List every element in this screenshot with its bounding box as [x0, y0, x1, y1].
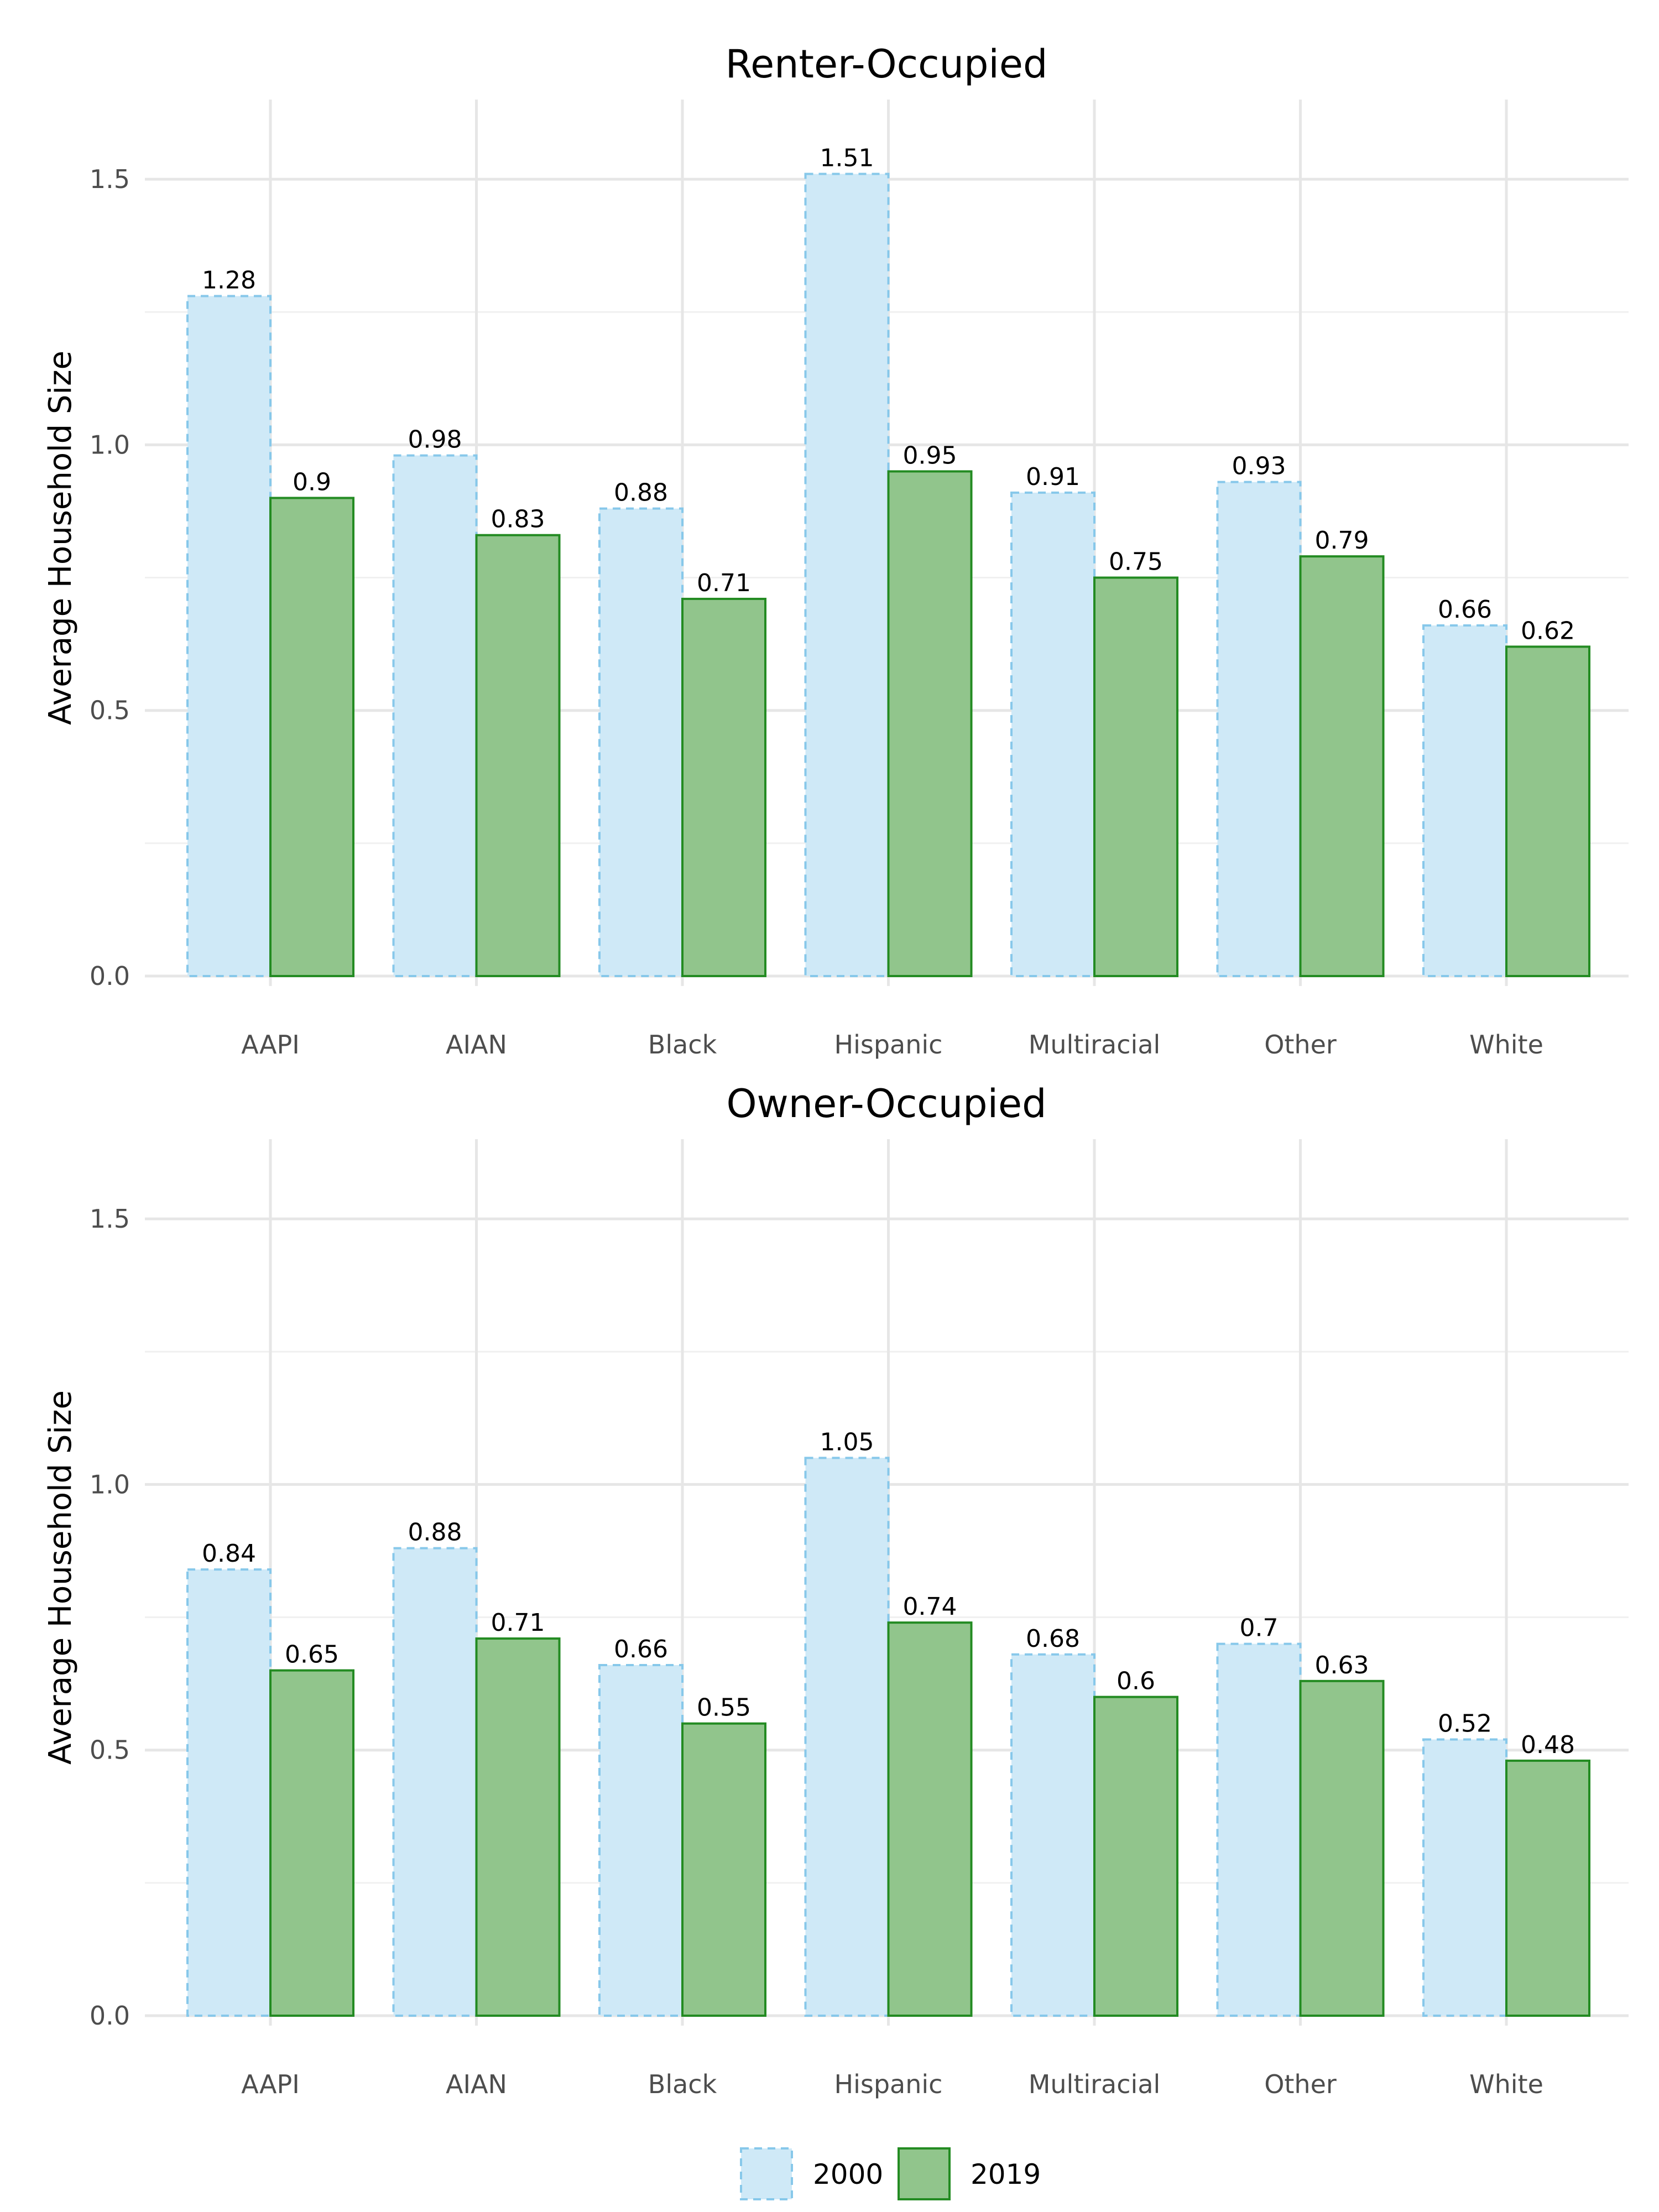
y-tick-label: 1.0 — [90, 1469, 130, 1499]
y-tick-label: 0.5 — [90, 696, 130, 726]
x-tick-label: Multiracial — [1029, 1030, 1161, 1060]
data-label-2000: 0.84 — [202, 1540, 256, 1568]
data-label-2000: 0.88 — [408, 1519, 462, 1547]
bar-2019 — [269, 1669, 354, 2017]
data-label-2019: 0.74 — [903, 1593, 957, 1621]
x-tick-label: AIAN — [446, 1030, 507, 1060]
data-label-2019: 0.65 — [285, 1641, 339, 1669]
chart-panel: 0.0 0.5 1.0 1.5 AAPI AIAN Black Hispanic Multira… — [43, 41, 1629, 1060]
data-label-2019: 0.55 — [697, 1694, 751, 1722]
data-label-2000: 1.51 — [820, 144, 874, 172]
data-label-2000: 0.98 — [408, 426, 462, 454]
x-tick-label: Hispanic — [834, 2069, 943, 2099]
bar-2019 — [1299, 555, 1385, 977]
x-tick-label: AAPI — [241, 1030, 300, 1060]
bar-2000 — [1216, 481, 1302, 977]
data-label-2000: 1.28 — [202, 266, 256, 294]
bar-2000 — [1422, 1738, 1507, 2017]
y-tick-label: 0.0 — [90, 2001, 130, 2031]
bar-2019 — [1093, 1695, 1178, 2017]
y-axis-title: Average Household Size — [43, 1390, 79, 1765]
bar-2019 — [1505, 645, 1590, 977]
bar-2019 — [475, 1637, 561, 2017]
legend-label-2019: 2019 — [971, 2158, 1041, 2190]
data-label-2019: 0.71 — [491, 1609, 545, 1637]
data-label-2019: 0.62 — [1521, 617, 1575, 645]
data-label-2000: 0.66 — [1438, 596, 1492, 624]
data-label-2019: 0.48 — [1521, 1731, 1575, 1759]
y-tick-label: 0.0 — [90, 961, 130, 991]
data-label-2019: 0.79 — [1315, 526, 1369, 555]
legend-label-2000: 2000 — [813, 2158, 883, 2190]
bar-2000 — [1010, 491, 1095, 977]
data-label-2019: 0.83 — [491, 505, 545, 534]
bar-2019 — [1093, 576, 1178, 977]
x-tick-label: Other — [1264, 1030, 1337, 1060]
bar-2000 — [1422, 624, 1507, 977]
bar-2000 — [186, 1568, 272, 2017]
legend-key-2019 — [898, 2147, 951, 2200]
x-tick-label: Other — [1264, 2069, 1337, 2099]
x-tick-label: Black — [648, 2069, 717, 2099]
panel-title: Renter-Occupied — [726, 41, 1048, 87]
y-tick-label: 1.5 — [90, 164, 130, 194]
bar-2019 — [1299, 1679, 1385, 2017]
data-label-2000: 0.91 — [1026, 463, 1080, 491]
panel-title: Owner-Occupied — [726, 1081, 1046, 1126]
chart-panel: 0.0 0.5 1.0 1.5 AAPI AIAN Black Hispanic Multira… — [43, 1081, 1629, 2099]
data-label-2019: 0.95 — [903, 441, 957, 469]
bar-2000 — [392, 454, 478, 977]
data-label-2000: 0.7 — [1240, 1614, 1279, 1642]
bar-2019 — [269, 497, 354, 977]
y-tick-label: 0.5 — [90, 1735, 130, 1765]
data-label-2019: 0.71 — [697, 569, 751, 597]
bar-2019 — [887, 1621, 973, 2017]
data-label-2000: 0.52 — [1438, 1709, 1492, 1738]
bar-2000 — [804, 173, 890, 977]
data-label-2000: 0.66 — [614, 1635, 668, 1663]
chart-legend: 2000 2019 — [740, 2147, 1041, 2200]
bar-2000 — [1010, 1653, 1095, 2017]
x-tick-label: AIAN — [446, 2069, 507, 2099]
bar-2000 — [598, 1664, 684, 2017]
data-label-2000: 1.05 — [820, 1428, 874, 1456]
y-axis-title: Average Household Size — [43, 351, 79, 725]
x-tick-label: Hispanic — [834, 1030, 943, 1060]
chart-panels: 0.0 0.5 1.0 1.5 AAPI AIAN Black Hispanic Multira… — [43, 41, 1629, 2099]
bar-2019 — [475, 534, 561, 977]
data-label-2019: 0.63 — [1315, 1651, 1369, 1679]
legend-key-2000 — [740, 2147, 793, 2200]
bar-2000 — [598, 507, 684, 977]
data-label-2019: 0.6 — [1117, 1667, 1155, 1695]
bar-2019 — [681, 597, 766, 977]
bar-2019 — [681, 1722, 766, 2017]
x-tick-label: White — [1469, 1030, 1543, 1060]
data-label-2000: 0.88 — [614, 479, 668, 507]
bar-2000 — [1216, 1642, 1302, 2017]
bar-2019 — [1505, 1759, 1590, 2017]
data-label-2019: 0.75 — [1109, 548, 1163, 576]
y-tick-label: 1.5 — [90, 1204, 130, 1234]
bar-2000 — [392, 1547, 478, 2017]
x-tick-label: White — [1469, 2069, 1543, 2099]
x-tick-label: Black — [648, 1030, 717, 1060]
x-tick-label: AAPI — [241, 2069, 300, 2099]
bar-2019 — [887, 470, 973, 977]
x-tick-label: Multiracial — [1029, 2069, 1161, 2099]
bar-2000 — [804, 1457, 890, 2017]
y-tick-label: 1.0 — [90, 430, 130, 460]
bar-2000 — [186, 295, 272, 978]
data-label-2019: 0.9 — [293, 468, 331, 496]
data-label-2000: 0.93 — [1232, 452, 1286, 481]
data-label-2000: 0.68 — [1026, 1625, 1080, 1653]
